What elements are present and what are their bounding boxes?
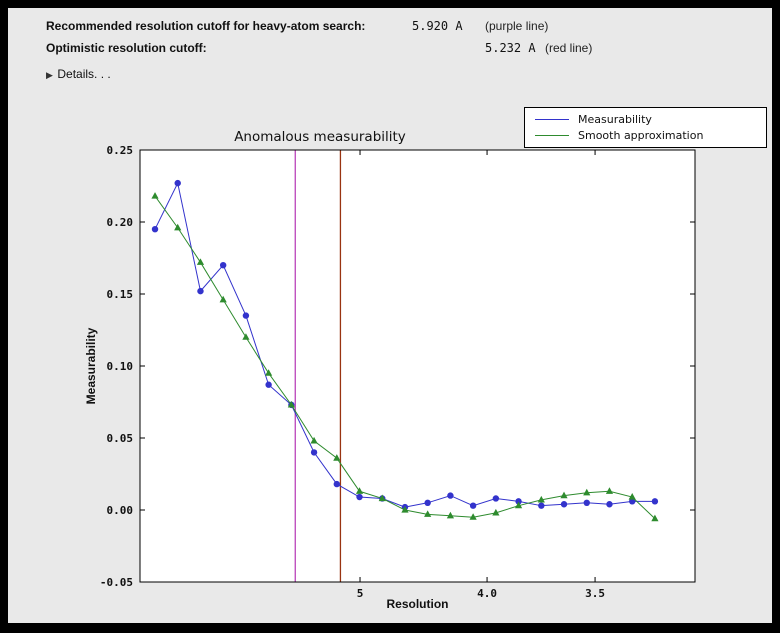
legend-item-smooth-approximation: Smooth approximation — [535, 129, 756, 142]
details-label: Details. . . — [57, 67, 111, 81]
legend-item-measurability: Measurability — [535, 113, 756, 126]
legend-label-smooth-approximation: Smooth approximation — [578, 129, 704, 142]
svg-text:5: 5 — [357, 587, 364, 600]
optimistic-cutoff-note: (red line) — [545, 41, 593, 55]
x-axis-label: Resolution — [386, 597, 449, 611]
recommended-cutoff-note: (purple line) — [485, 19, 549, 33]
recommended-cutoff-label: Recommended resolution cutoff for heavy-… — [46, 19, 366, 33]
svg-text:0.20: 0.20 — [107, 216, 134, 229]
svg-text:-0.05: -0.05 — [100, 576, 133, 589]
chart-legend: Measurability Smooth approximation — [524, 107, 767, 148]
svg-text:0.25: 0.25 — [107, 144, 134, 157]
results-panel: Recommended resolution cutoff for heavy-… — [8, 8, 772, 623]
legend-label-measurability: Measurability — [578, 113, 652, 126]
svg-text:4.0: 4.0 — [477, 587, 497, 600]
legend-line-sample-green — [535, 135, 569, 136]
svg-text:0.00: 0.00 — [107, 504, 134, 517]
recommended-cutoff-value: 5.920 A — [412, 19, 463, 33]
svg-text:3.5: 3.5 — [585, 587, 605, 600]
chart-title: Anomalous measurability — [234, 129, 406, 145]
svg-text:0.15: 0.15 — [107, 288, 134, 301]
details-disclosure[interactable]: ▶ Details. . . — [46, 65, 111, 83]
svg-text:0.10: 0.10 — [107, 360, 134, 373]
disclosure-triangle-icon: ▶ — [46, 70, 53, 80]
measurability-plot: -0.05 0.00 0.05 0.10 0.15 0.20 0.25 5 4.0 3.5 — [100, 144, 696, 600]
y-axis-label: Measurability — [84, 327, 98, 405]
optimistic-cutoff-label: Optimistic resolution cutoff: — [46, 41, 207, 55]
svg-text:0.05: 0.05 — [107, 432, 134, 445]
optimistic-cutoff-value: 5.232 A — [485, 41, 536, 55]
legend-line-sample-blue — [535, 119, 569, 120]
